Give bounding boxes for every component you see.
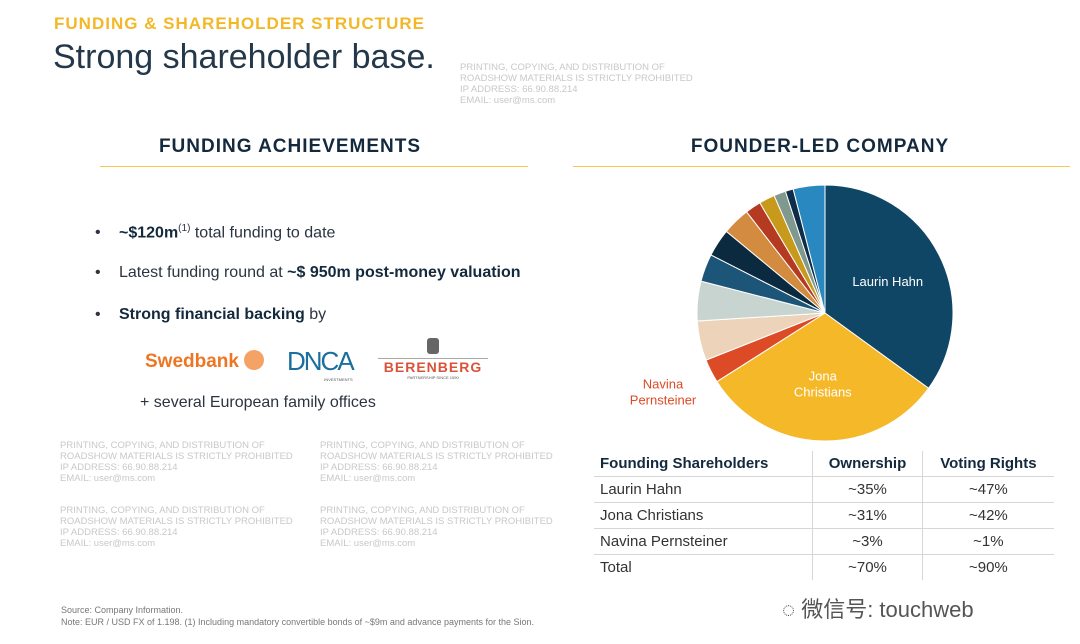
cell: Jona Christians [594, 502, 813, 529]
table-row-total: Total ~70% ~90% [594, 554, 1054, 580]
bullet-total-funding: • ~$120m(1) total funding to date [95, 223, 336, 242]
wechat-watermark: ◌ 微信号: touchweb [782, 597, 974, 622]
pie-slice [792, 184, 826, 314]
source-note: Source: Company Information. [61, 605, 184, 615]
cell: Navina Pernsteiner [594, 528, 813, 555]
berenberg-logo: BERENBERG PARTNERSHIP SINCE 1590 [378, 338, 488, 380]
page-title: Strong shareholder base. [53, 38, 435, 76]
dnca-logo: DNCA INVESTMENTS [287, 346, 355, 382]
wechat-icon: ◌ [782, 597, 802, 622]
watermark: PRINTING, COPYING, AND DISTRIBUTION OF R… [460, 62, 693, 106]
section-kicker: FUNDING & SHAREHOLDER STRUCTURE [54, 14, 425, 33]
cell: ~3% [812, 528, 923, 555]
pie-label: Christians [794, 384, 852, 399]
watermark: PRINTING, COPYING, AND DISTRIBUTION OF R… [320, 440, 553, 484]
pie-label: Navina [643, 376, 684, 391]
col-header: Ownership [812, 451, 923, 477]
pie-label: Jona [809, 368, 838, 383]
watermark: PRINTING, COPYING, AND DISTRIBUTION OF R… [60, 505, 293, 549]
cell: ~42% [921, 502, 1054, 529]
watermark: PRINTING, COPYING, AND DISTRIBUTION OF R… [60, 440, 293, 484]
funding-heading: FUNDING ACHIEVEMENTS [158, 136, 422, 157]
pie-slice [824, 184, 954, 389]
bullet-backing: • Strong financial backing by [95, 306, 327, 323]
col-header: Voting Rights [921, 451, 1054, 477]
cell: ~31% [812, 502, 923, 529]
cell: Laurin Hahn [594, 476, 813, 503]
divider [100, 166, 528, 167]
bullet-latest-round: • Latest funding round at ~$ 950m post-mo… [95, 264, 521, 281]
shareholders-table: Founding Shareholders Ownership Voting Rig… [594, 451, 1054, 580]
family-offices-text: + several European family offices [140, 394, 376, 411]
table-row: Laurin Hahn ~35% ~47% [594, 476, 1054, 503]
divider [573, 166, 1070, 167]
cell: ~35% [812, 476, 923, 503]
pie-slice [716, 312, 930, 442]
pie-label: Laurin Hahn [852, 274, 923, 289]
founder-heading: FOUNDER-LED COMPANY [690, 136, 950, 157]
cell: ~70% [812, 554, 923, 580]
watermark: PRINTING, COPYING, AND DISTRIBUTION OF R… [320, 505, 553, 549]
col-header: Founding Shareholders [594, 451, 813, 477]
table-header: Founding Shareholders Ownership Voting Rig… [594, 451, 1054, 477]
cell: ~47% [921, 476, 1054, 503]
cell: ~90% [921, 554, 1054, 580]
pie-label: Pernsteiner [630, 392, 697, 407]
swedbank-logo: Swedbank [145, 350, 265, 373]
cell: Total [600, 559, 632, 576]
footnote: Note: EUR / USD FX of 1.198. (1) Includi… [61, 617, 535, 627]
cell: ~1% [921, 528, 1054, 555]
table-row: Jona Christians ~31% ~42% [594, 502, 1054, 529]
table-row: Navina Pernsteiner ~3% ~1% [594, 528, 1054, 555]
